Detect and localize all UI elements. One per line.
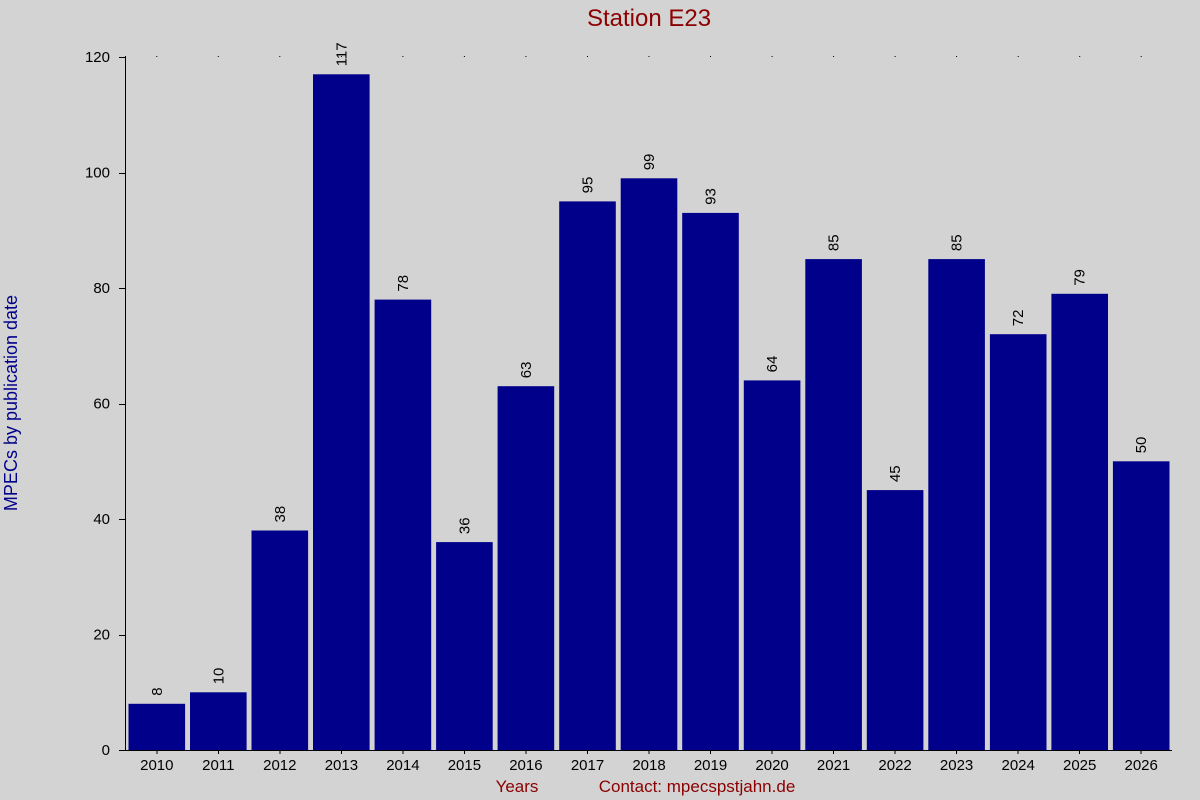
value-label-2022: 45 <box>887 465 904 482</box>
bar-2023 <box>928 259 985 750</box>
bar-2024 <box>989 334 1047 750</box>
top-dot-2014 <box>402 56 404 57</box>
x-tick-label-2013: 2013 <box>325 757 358 774</box>
x-tick-label-2020: 2020 <box>755 757 788 774</box>
x-tick-label-2026: 2026 <box>1125 757 1158 774</box>
x-tick-label-2014: 2014 <box>386 757 419 774</box>
top-dot-2018 <box>648 56 650 57</box>
bar-2021 <box>805 259 862 750</box>
chart-title: Station E23 <box>587 5 711 32</box>
bar-2013 <box>313 74 370 751</box>
bar-2017 <box>559 201 616 750</box>
y-tick-label-60: 60 <box>93 396 110 413</box>
value-label-2010: 8 <box>149 687 166 695</box>
value-label-2012: 38 <box>272 506 289 523</box>
top-dot-2017 <box>587 56 588 57</box>
value-label-2017: 95 <box>580 177 597 194</box>
value-label-2023: 85 <box>949 234 966 251</box>
x-tick-label-2015: 2015 <box>448 757 481 774</box>
bar-2015 <box>436 542 493 750</box>
value-label-2019: 93 <box>703 188 720 205</box>
value-label-2014: 78 <box>395 275 412 292</box>
x-tick-label-2022: 2022 <box>878 757 911 774</box>
bar-2012 <box>251 530 309 750</box>
y-tick-label-40: 40 <box>93 511 110 528</box>
y-tick-label-20: 20 <box>93 627 110 644</box>
y-axis-label: MPECs by publication date <box>1 295 21 511</box>
bar-2025 <box>1051 293 1108 750</box>
x-tick-label-2012: 2012 <box>263 757 296 774</box>
bar-2014 <box>374 299 432 750</box>
y-ticks-group: 0 20 40 60 80 100 120 <box>85 49 126 759</box>
y-tick-label-0: 0 <box>102 742 110 759</box>
bars-group <box>128 74 1170 751</box>
x-tick-label-2024: 2024 <box>1002 757 1035 774</box>
top-dot-2022 <box>894 56 896 57</box>
bar-2022 <box>866 490 924 750</box>
y-tick-label-120: 120 <box>85 49 110 66</box>
y-tick-label-80: 80 <box>93 280 110 297</box>
value-label-2016: 63 <box>518 362 535 379</box>
value-label-2026: 50 <box>1133 437 1150 454</box>
top-dot-2026 <box>1140 56 1142 57</box>
x-tick-label-2023: 2023 <box>940 757 973 774</box>
x-tick-label-2019: 2019 <box>694 757 727 774</box>
value-label-2015: 36 <box>456 517 473 534</box>
bar-2011 <box>190 692 247 751</box>
x-tick-label-2011: 2011 <box>202 757 234 774</box>
top-dot-2012 <box>279 56 281 57</box>
bar-2019 <box>682 212 739 750</box>
grid-dots <box>156 56 1142 57</box>
bar-2018 <box>620 178 678 751</box>
x-tick-label-2021: 2021 <box>817 757 850 774</box>
x-tick-label-2018: 2018 <box>632 757 665 774</box>
x-tick-label-2010: 2010 <box>140 757 173 774</box>
value-label-2021: 85 <box>826 234 843 251</box>
x-tick-label-2025: 2025 <box>1063 757 1096 774</box>
y-tick-label-100: 100 <box>85 165 110 182</box>
top-dot-2011 <box>217 56 219 57</box>
value-label-2020: 64 <box>764 356 781 373</box>
value-label-2018: 99 <box>641 154 658 171</box>
top-dot-2015 <box>463 56 465 57</box>
top-dot-2016 <box>525 56 527 57</box>
contact-text: Contact: mpecspstjahn.de <box>599 777 796 796</box>
bar-2020 <box>743 380 801 750</box>
bar-2010 <box>128 703 186 750</box>
bar-2016 <box>497 386 555 750</box>
value-label-2024: 72 <box>1010 310 1027 327</box>
top-dot-2025 <box>1079 56 1081 57</box>
top-dot-2010 <box>156 56 158 57</box>
x-tick-label-2017: 2017 <box>571 757 604 774</box>
bar-2026 <box>1112 461 1170 751</box>
value-label-2011: 10 <box>210 668 227 685</box>
x-ticks-group: 2010 2011 2012 2013 2014 2015 2016 2017 2018 2019… <box>140 750 1158 774</box>
top-dot-2024 <box>1017 56 1019 57</box>
value-label-2013: 117 <box>333 42 350 66</box>
top-dot-2020 <box>771 56 773 57</box>
top-dot-2023 <box>956 56 958 57</box>
value-label-2025: 79 <box>1072 269 1089 286</box>
value-labels-group: 8 10 38 117 78 36 63 95 99 93 64 85 45 85 72 79 50 <box>149 42 1150 695</box>
top-dot-2019 <box>710 56 711 57</box>
top-dot-2013 <box>340 56 342 57</box>
top-dot-2021 <box>833 56 835 57</box>
x-axis-label: Years <box>496 777 539 796</box>
x-tick-label-2016: 2016 <box>509 757 542 774</box>
